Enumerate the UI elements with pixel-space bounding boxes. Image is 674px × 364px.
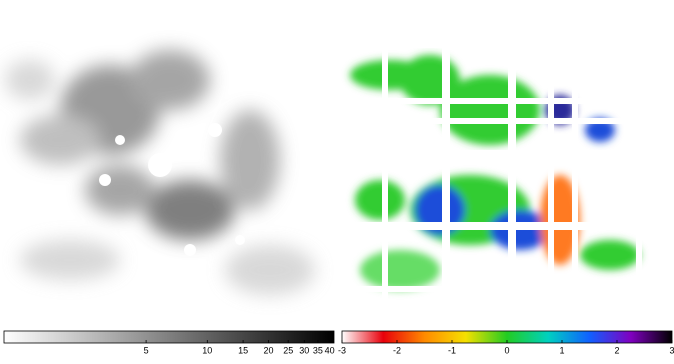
colorbar-tick-label: 40 xyxy=(325,345,335,355)
right-map xyxy=(340,0,674,320)
colorbar-tick-label: 15 xyxy=(238,345,248,355)
colorbar-tick-label: 30 xyxy=(299,345,309,355)
left-map xyxy=(0,0,334,320)
colorbar-tick-label: 20 xyxy=(263,345,273,355)
colorbar-tick-label: 2 xyxy=(614,345,619,355)
colorbar-tick-label: 10 xyxy=(202,345,212,355)
colorbar-tick-label: 5 xyxy=(144,345,149,355)
colorbar-tick-label: 1 xyxy=(559,345,564,355)
colorbar-tick-label: 35 xyxy=(313,345,323,355)
colorbar-tick-label: -3 xyxy=(338,345,346,355)
colorbar xyxy=(3,330,335,344)
colorbar-tick-label: 0 xyxy=(504,345,509,355)
colorbar-tick-label: 3 xyxy=(669,345,674,355)
colorbar-tick-label: -1 xyxy=(448,345,456,355)
colorbar-tick-label: -2 xyxy=(393,345,401,355)
colorbar-tick-label: 25 xyxy=(283,345,293,355)
